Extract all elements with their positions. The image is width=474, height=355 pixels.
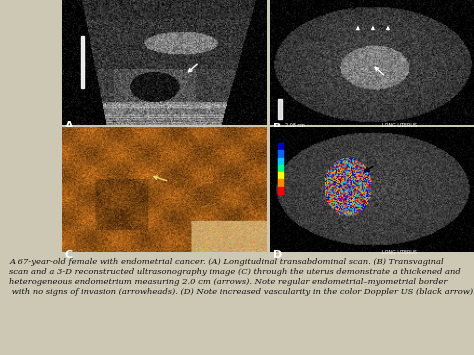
Bar: [278, 158, 283, 165]
Text: D: D: [273, 250, 282, 260]
Bar: [278, 179, 283, 187]
Bar: [278, 99, 282, 119]
Text: A: A: [65, 121, 73, 131]
Text: C: C: [65, 250, 73, 260]
Bar: [278, 172, 283, 179]
Bar: [278, 187, 283, 194]
Bar: [278, 165, 283, 172]
Text: 2.08 cm: 2.08 cm: [285, 122, 305, 127]
Text: A 67-year-old female with endometrial cancer. (A) Longitudinal transabdominal sc: A 67-year-old female with endometrial ca…: [9, 258, 474, 296]
Bar: [278, 150, 283, 158]
Text: B: B: [273, 122, 281, 132]
Text: LONG UTERUS: LONG UTERUS: [382, 122, 417, 127]
Bar: [278, 143, 283, 150]
Text: LONG UTERUS: LONG UTERUS: [382, 250, 417, 255]
Bar: [81, 36, 84, 88]
